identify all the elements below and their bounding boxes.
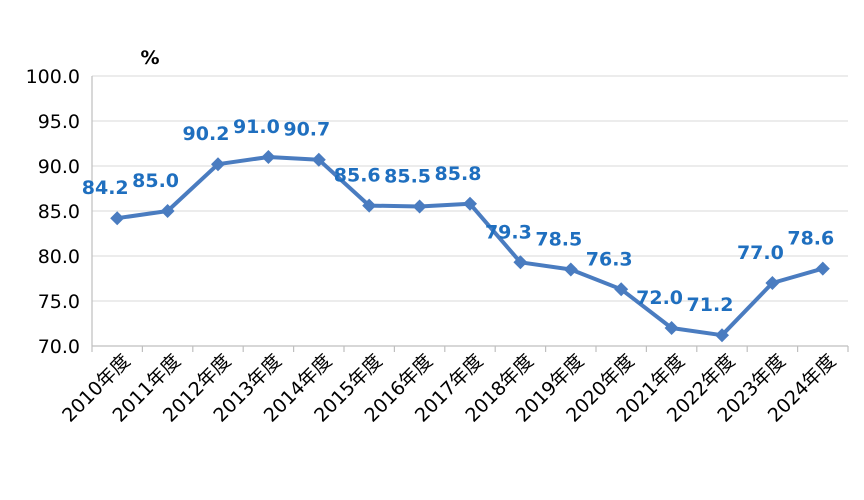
- data-label: 84.2: [82, 177, 129, 199]
- data-label: 85.5: [384, 166, 431, 188]
- y-tick-label: 70.0: [38, 336, 80, 358]
- data-label: 78.5: [535, 229, 582, 251]
- data-point-marker: [664, 321, 679, 335]
- y-tick-label: 75.0: [38, 291, 80, 313]
- y-tick-label: 85.0: [38, 201, 80, 223]
- data-label: 72.0: [636, 287, 683, 309]
- data-point-marker: [362, 198, 377, 213]
- data-point-marker: [160, 204, 175, 218]
- y-tick-label: 90.0: [38, 156, 80, 178]
- data-label: 85.8: [435, 163, 482, 185]
- data-label: 91.0: [233, 116, 280, 138]
- y-axis-ticks: 70.0 75.0 80.0 85.0 90.0 95.0 100.0: [26, 66, 80, 358]
- y-tick-label: 95.0: [38, 111, 80, 133]
- y-tick-label: 100.0: [26, 66, 80, 88]
- data-point-marker: [463, 196, 477, 211]
- data-labels: 84.2 85.0 90.2 91.0 90.7 85.6 85.5 85.8 79.3 78.5…: [82, 116, 834, 316]
- data-label: 71.2: [687, 294, 734, 316]
- data-point-marker: [815, 261, 830, 276]
- data-point-marker: [513, 255, 528, 270]
- gridlines: [92, 75, 848, 302]
- axes: [91, 76, 849, 352]
- data-label: 76.3: [586, 248, 633, 270]
- data-label: 79.3: [485, 221, 532, 243]
- data-label: 90.7: [283, 119, 330, 141]
- data-label: 90.2: [183, 123, 230, 145]
- data-label: 85.0: [132, 170, 179, 192]
- data-point-marker: [211, 157, 225, 172]
- data-point-marker: [765, 276, 780, 290]
- data-point-marker: [311, 152, 326, 167]
- data-point-marker: [614, 282, 629, 297]
- data-point-marker: [412, 199, 427, 214]
- data-markers: [110, 150, 830, 343]
- data-point-marker: [715, 328, 729, 343]
- data-label: 77.0: [737, 242, 784, 264]
- data-point-marker: [563, 262, 578, 277]
- y-axis-unit: %: [140, 47, 159, 69]
- data-point-marker: [261, 150, 276, 164]
- y-tick-label: 80.0: [38, 246, 80, 268]
- data-label: 85.6: [334, 165, 381, 187]
- x-axis-ticks: 2010年度2011年度2012年度2013年度2014年度2015年度2016…: [58, 350, 840, 427]
- data-label: 78.6: [787, 228, 834, 250]
- data-point-marker: [110, 211, 125, 226]
